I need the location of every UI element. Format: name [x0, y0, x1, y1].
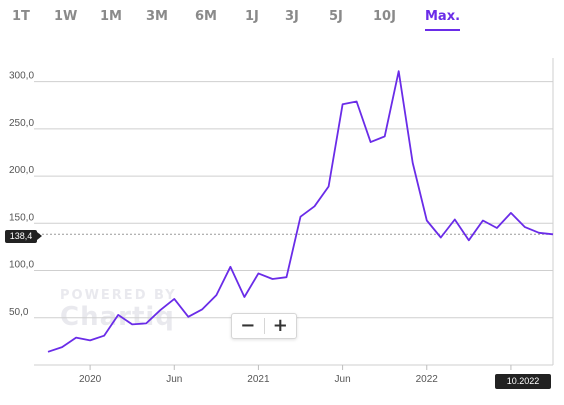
range-button-3j[interactable]: 3J — [285, 7, 299, 27]
series-line — [47, 70, 554, 353]
x-tick-label: 2021 — [247, 374, 270, 385]
series-layer — [47, 70, 554, 353]
zoom-out-button[interactable]: − — [232, 314, 264, 338]
data-point — [272, 278, 274, 280]
data-point — [229, 266, 231, 268]
data-point — [201, 308, 203, 310]
data-point — [75, 337, 77, 339]
data-point — [131, 323, 133, 325]
grid-lines — [34, 58, 554, 366]
data-point — [103, 335, 105, 337]
zoom-divider — [263, 318, 265, 334]
range-button-5j[interactable]: 5J — [329, 7, 343, 27]
x-tick-label: Jun — [166, 374, 182, 385]
zoom-in-button[interactable]: + — [265, 314, 297, 338]
range-button-max-label: Max. — [425, 9, 461, 24]
range-button-10j[interactable]: 10J — [373, 7, 396, 27]
data-point — [538, 232, 540, 234]
active-range-underline — [425, 29, 461, 31]
data-point — [398, 70, 400, 72]
x-tick-label: 2022 — [416, 374, 439, 385]
data-point — [89, 339, 91, 341]
data-point — [482, 220, 484, 222]
data-point — [412, 162, 414, 164]
data-point — [384, 135, 386, 137]
y-tick-label: 300,0 — [9, 71, 34, 82]
range-button-3m[interactable]: 3M — [146, 7, 168, 27]
data-point — [145, 322, 147, 324]
data-point — [187, 316, 189, 318]
data-point — [510, 212, 512, 214]
y-tick-label: 50,0 — [9, 307, 29, 318]
data-point — [47, 351, 49, 353]
data-point — [370, 141, 372, 143]
data-point — [496, 227, 498, 229]
data-point — [454, 219, 456, 221]
last-value-label: 138,4 — [5, 230, 42, 243]
x-axis-tick-labels: 2020Jun2021Jun2022Ju — [79, 365, 516, 385]
data-point — [215, 294, 217, 296]
crosshair-date-label: 10.2022 — [495, 374, 551, 389]
y-tick-label: 150,0 — [9, 212, 34, 223]
data-point — [524, 226, 526, 228]
data-point — [342, 103, 344, 105]
range-button-max[interactable]: Max. — [425, 7, 461, 31]
data-point — [300, 216, 302, 218]
data-point — [173, 298, 175, 300]
data-point — [314, 205, 316, 207]
data-point — [552, 233, 554, 235]
data-point — [61, 346, 63, 348]
data-point — [328, 186, 330, 188]
range-button-1w[interactable]: 1W — [54, 7, 77, 27]
time-range-selector: 1T 1W 1M 3M 6M 1J 3J 5J 10J Max. — [0, 0, 564, 34]
y-axis-tick-labels: 50,0 100,0 150,0 200,0 250,0 300,0 — [9, 71, 34, 318]
x-tick-label: Jun — [335, 374, 351, 385]
data-point — [426, 220, 428, 222]
data-point — [440, 237, 442, 239]
data-point — [257, 272, 259, 274]
data-point — [243, 296, 245, 298]
range-button-1t[interactable]: 1T — [12, 7, 30, 27]
data-point — [117, 314, 119, 316]
y-tick-label: 250,0 — [9, 118, 34, 129]
range-button-1m[interactable]: 1M — [100, 7, 122, 27]
zoom-controls: − + — [231, 313, 297, 339]
range-button-1j[interactable]: 1J — [245, 7, 259, 27]
range-button-6m[interactable]: 6M — [195, 7, 217, 27]
data-point — [468, 239, 470, 241]
data-point — [286, 276, 288, 278]
y-tick-label: 100,0 — [9, 260, 34, 271]
data-point — [159, 309, 161, 311]
data-point — [356, 101, 358, 103]
x-tick-label: 2020 — [79, 374, 102, 385]
y-tick-label: 200,0 — [9, 165, 34, 176]
